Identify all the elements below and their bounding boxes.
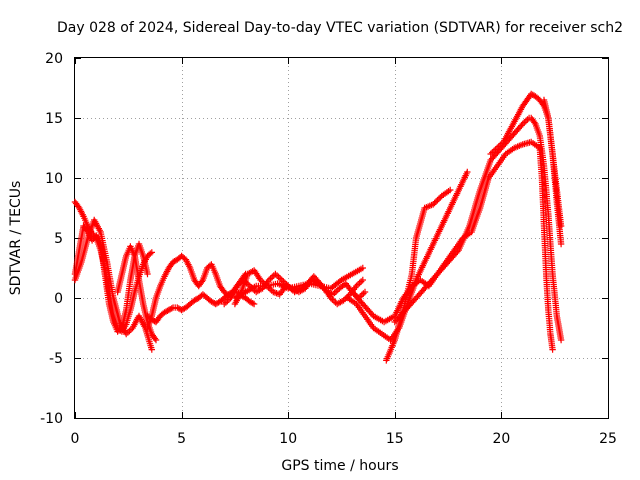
data-point bbox=[557, 240, 565, 248]
x-tick-label: 20 bbox=[492, 431, 510, 447]
data-point bbox=[431, 199, 438, 207]
data-point bbox=[434, 197, 441, 204]
data-point bbox=[152, 336, 160, 344]
y-tick-label: 5 bbox=[54, 231, 63, 247]
chart-title: Day 028 of 2024, Sidereal Day-to-day VTE… bbox=[57, 20, 623, 36]
x-tick-label: 0 bbox=[71, 431, 80, 447]
data-point bbox=[336, 278, 344, 285]
data-point bbox=[549, 346, 556, 353]
data-point bbox=[557, 222, 565, 230]
data-point bbox=[273, 272, 281, 279]
data-point bbox=[269, 273, 276, 281]
x-tick-label: 15 bbox=[386, 431, 404, 447]
data-point bbox=[430, 201, 437, 208]
series-track-11 bbox=[349, 138, 543, 326]
data-point bbox=[144, 270, 151, 278]
y-tick-label: -10 bbox=[40, 411, 63, 427]
data-point bbox=[249, 300, 256, 307]
series-track-16 bbox=[536, 144, 556, 353]
data-point bbox=[359, 264, 366, 272]
grid-layer bbox=[75, 58, 608, 418]
y-tick-label: 10 bbox=[45, 171, 63, 187]
data-point bbox=[272, 270, 279, 278]
series-track-6 bbox=[144, 288, 258, 326]
data-point bbox=[151, 335, 159, 342]
data-point bbox=[148, 346, 155, 353]
series-track-10 bbox=[344, 168, 471, 344]
data-point bbox=[518, 122, 525, 129]
series-track-9 bbox=[221, 270, 369, 308]
data-point bbox=[126, 327, 133, 335]
data-point bbox=[359, 276, 366, 284]
data-point bbox=[358, 291, 365, 299]
data-point bbox=[531, 119, 538, 126]
data-point bbox=[493, 144, 501, 152]
data-point bbox=[250, 300, 258, 308]
series-track-17 bbox=[540, 96, 565, 230]
x-tick-label: 25 bbox=[599, 431, 617, 447]
tick-layer bbox=[75, 58, 609, 419]
data-point bbox=[356, 279, 363, 287]
data-point bbox=[147, 250, 154, 257]
data-point bbox=[266, 285, 274, 293]
y-tick-label: 0 bbox=[54, 291, 63, 307]
data-marks-layer bbox=[71, 90, 565, 364]
data-point bbox=[168, 305, 175, 312]
data-point bbox=[198, 278, 206, 285]
y-tick-label: -5 bbox=[49, 351, 63, 367]
series-track-2 bbox=[71, 216, 155, 353]
data-point bbox=[447, 186, 454, 194]
data-point bbox=[521, 119, 528, 126]
data-point bbox=[435, 195, 443, 202]
x-axis-title: GPS time / hours bbox=[281, 458, 398, 474]
data-point bbox=[464, 168, 471, 176]
plot-frame bbox=[74, 57, 609, 419]
data-point bbox=[331, 289, 338, 297]
series-track-15 bbox=[528, 114, 565, 344]
series-track-3 bbox=[71, 222, 151, 335]
data-point bbox=[358, 278, 365, 285]
data-point bbox=[275, 273, 282, 281]
y-tick-label: 20 bbox=[45, 51, 63, 67]
series-track-13 bbox=[391, 114, 533, 326]
series-track-12 bbox=[383, 186, 454, 364]
y-axis-title: SDTVAR / TECUs bbox=[8, 181, 24, 296]
tick-label-layer: 0 5 10 15 20 25 -10 -5 0 5 10 15 20 bbox=[40, 51, 617, 447]
data-point bbox=[432, 198, 440, 205]
data-point bbox=[267, 275, 274, 282]
data-point bbox=[360, 290, 367, 297]
x-tick-label: 5 bbox=[177, 431, 186, 447]
data-point bbox=[354, 281, 362, 288]
x-tick-label: 10 bbox=[279, 431, 297, 447]
series-track-4 bbox=[114, 243, 160, 344]
data-point bbox=[148, 249, 155, 256]
data-point bbox=[361, 288, 369, 296]
data-point bbox=[557, 336, 565, 344]
y-tick-label: 15 bbox=[45, 111, 63, 127]
data-point bbox=[454, 248, 461, 255]
